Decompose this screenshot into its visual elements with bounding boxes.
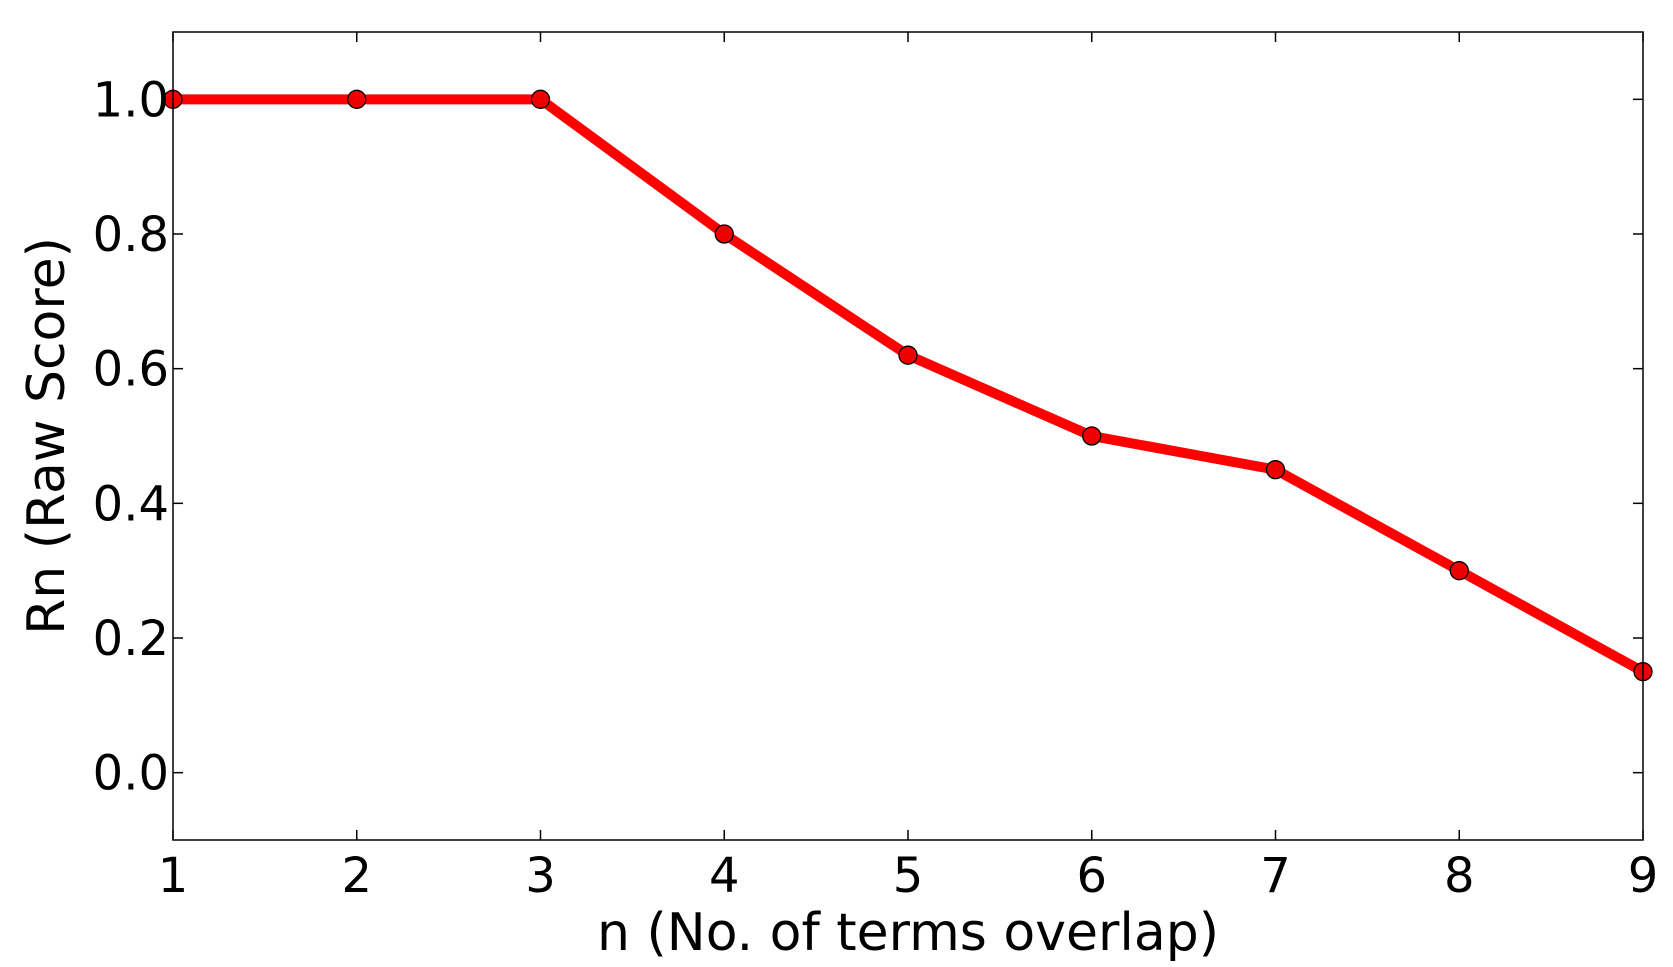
x-tick-label: 6 [1076,848,1107,904]
y-axis-label: Rn (Raw Score) [17,237,77,635]
data-point [898,345,918,365]
y-tick-label: 0.6 [93,342,169,398]
data-point [1265,460,1286,480]
data-point [530,89,551,109]
data-point [347,89,367,109]
series-layer [163,89,1653,682]
y-tick-label: 1.0 [93,72,169,128]
y-axis-tick-labels: 0.0 0.2 0.4 0.6 0.8 1.0 [93,72,169,801]
x-tick-label: 8 [1444,848,1475,904]
x-axis-tick-labels: 1 2 3 4 5 6 7 8 9 [158,848,1659,904]
y-tick-label: 0.2 [93,611,169,667]
x-tick-label: 2 [341,848,372,904]
y-tick-label: 0.0 [93,746,169,802]
x-tick-label: 1 [158,848,189,904]
y-tick-label: 0.4 [93,476,169,532]
x-tick-label: 3 [525,848,556,904]
x-tick-label: 9 [1628,848,1659,904]
data-point [1449,561,1469,581]
x-tick-label: 7 [1260,848,1291,904]
x-axis-label: n (No. of terms overlap) [597,903,1219,963]
plot-background [173,32,1643,840]
x-tick-label: 5 [893,848,924,904]
y-tick-label: 0.8 [93,207,169,263]
data-point [1082,426,1102,446]
x-tick-label: 4 [709,848,740,904]
data-point [714,224,734,244]
plot-frame [172,31,1644,841]
